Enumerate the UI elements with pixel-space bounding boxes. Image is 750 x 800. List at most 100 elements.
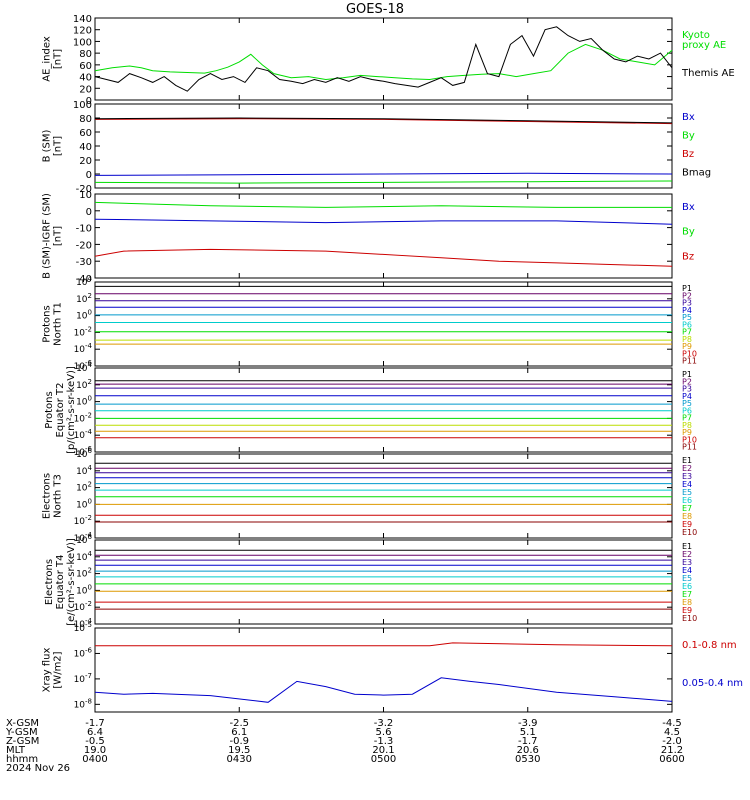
legend-4-4-0: P5 — [682, 399, 692, 408]
y-axis-label-2-1: [nT] — [53, 226, 64, 246]
footer-value-X-GSM-4: -4.5 — [662, 718, 682, 729]
footer-label-MLT: MLT — [6, 745, 26, 756]
y-axis-label-3-1: North T1 — [53, 302, 64, 346]
footer-value-MLT-0: 19.0 — [84, 745, 106, 756]
series-line-2-1 — [94, 201, 672, 208]
y-tick-label-2-0: -40 — [76, 274, 92, 285]
legend-6-0-0: E1 — [682, 542, 692, 551]
footer-value-Z-GSM-4: -2.0 — [662, 736, 682, 747]
series-line-1-2 — [94, 118, 673, 125]
legend-1-3-0: Bmag — [682, 168, 711, 179]
footer-value-Y-GSM-4: 4.5 — [664, 727, 680, 738]
legend-3-2-0: P3 — [682, 299, 692, 308]
y-axis-label-0-1: [nT] — [53, 49, 64, 69]
y-tick-label-1-2: 20 — [79, 156, 92, 167]
footer-value-hhmm-0: 0400 — [82, 754, 107, 765]
footer-value-Z-GSM-1: -0.9 — [229, 736, 249, 747]
y-tick-label-5-5: 10-4 — [74, 531, 93, 544]
y-tick-label-1-4: 60 — [79, 128, 92, 139]
y-tick-label-3-1: 102 — [76, 292, 92, 305]
y-tick-label-6-5: 10-4 — [74, 617, 93, 630]
legend-0-0-1: proxy AE — [682, 40, 726, 51]
y-tick-label-0-7: 140 — [73, 14, 92, 25]
footer-value-Z-GSM-0: -0.5 — [85, 736, 105, 747]
legend-0-0-0: Kyoto — [682, 30, 710, 41]
legend-4-3-0: P4 — [682, 392, 692, 401]
footer-label-Y-GSM: Y-GSM — [5, 727, 38, 738]
footer-value-Y-GSM-0: 6.4 — [87, 727, 103, 738]
y-tick-label-4-2: 100 — [76, 395, 92, 408]
y-tick-label-4-3: 10-2 — [74, 411, 92, 424]
legend-5-0-0: E1 — [682, 456, 692, 465]
footer-value-MLT-2: 20.1 — [372, 745, 394, 756]
footer-value-X-GSM-2: -3.2 — [374, 718, 394, 729]
legend-7-0-0: 0.1-0.8 nm — [682, 640, 737, 651]
legend-2-2-0: Bz — [682, 251, 694, 262]
legend-5-8-0: E9 — [682, 520, 692, 529]
footer-value-Y-GSM-2: 5.6 — [376, 727, 392, 738]
y-axis-label-0-0: AE_index — [42, 36, 53, 82]
legend-3-6-0: P7 — [682, 328, 692, 337]
y-tick-label-3-4: 10-4 — [74, 342, 93, 355]
footer-value-MLT-3: 20.6 — [517, 745, 539, 756]
y-tick-label-3-0: 104 — [76, 275, 92, 288]
y-tick-label-4-4: 10-4 — [74, 428, 93, 441]
y-tick-label-7-3: 10-8 — [74, 697, 92, 710]
y-tick-label-7-2: 10-7 — [74, 672, 92, 685]
y-tick-label-0-6: 120 — [73, 26, 92, 37]
y-tick-label-0-1: 20 — [79, 84, 92, 95]
y-tick-label-3-2: 100 — [76, 309, 92, 322]
y-tick-label-1-5: 80 — [79, 114, 92, 125]
y-axis-label-5-0: Electrons — [42, 473, 53, 519]
y-tick-label-3-5: 10-6 — [74, 359, 93, 372]
panel-frame-7 — [94, 627, 673, 713]
y-axis-label-4-2: [p/(cm²-s-sr-keV)] — [66, 366, 77, 454]
y-axis-label-6-2: [e/(cm²-s-sr-keV)] — [66, 538, 77, 626]
legend-3-8-0: P9 — [682, 342, 692, 351]
y-axis-label-3-0: Protons — [42, 305, 53, 342]
footer-value-hhmm-1: 0430 — [227, 754, 252, 765]
y-tick-label-2-5: 10 — [79, 190, 92, 201]
legend-1-2-0: Bz — [682, 149, 694, 160]
series-line-2-0 — [94, 218, 673, 225]
footer-value-hhmm-3: 0530 — [515, 754, 540, 765]
footer-value-hhmm-2: 0500 — [371, 754, 396, 765]
y-tick-label-2-1: -30 — [76, 257, 92, 268]
legend-6-5-0: E6 — [682, 582, 692, 591]
y-tick-label-6-4: 10-2 — [74, 600, 92, 613]
y-tick-label-2-4: 0 — [86, 207, 92, 218]
y-tick-label-7-1: 10-6 — [74, 646, 93, 659]
y-axis-label-4-0: Protons — [44, 391, 55, 428]
y-axis-label-6-0: Electrons — [44, 559, 55, 605]
legend-3-4-0: P5 — [682, 313, 692, 322]
legend-1-1-0: By — [682, 131, 695, 142]
y-tick-label-7-0: 10-5 — [74, 621, 92, 634]
legend-4-2-0: P3 — [682, 385, 692, 394]
y-axis-label-4-1: Equator T2 — [55, 383, 66, 438]
footer-date: 2024 Nov 26 — [6, 763, 70, 774]
legend-6-1-0: E2 — [682, 550, 692, 559]
y-tick-label-0-5: 100 — [73, 37, 92, 48]
legend-2-1-0: By — [682, 227, 695, 238]
footer-value-X-GSM-3: -3.9 — [518, 718, 538, 729]
legend-3-5-0: P6 — [682, 320, 692, 329]
legend-4-7-0: P8 — [682, 421, 692, 430]
y-tick-label-2-2: -20 — [76, 240, 92, 251]
legend-4-1-0: P2 — [682, 377, 692, 386]
legend-5-2-0: E3 — [682, 472, 692, 481]
series-line-1-1 — [94, 180, 673, 184]
plot-title: GOES-18 — [345, 2, 404, 17]
series-line-0-0 — [94, 43, 673, 81]
legend-4-6-0: P7 — [682, 414, 692, 423]
footer-value-hhmm-4: 0600 — [659, 754, 684, 765]
legend-5-5-0: E6 — [682, 496, 692, 505]
series-line-1-0 — [94, 172, 673, 176]
y-tick-label-0-0: 0 — [86, 96, 92, 107]
footer-value-Y-GSM-1: 6.1 — [231, 727, 247, 738]
y-axis-label-5-1: North T3 — [53, 474, 64, 518]
y-tick-label-1-0: -20 — [76, 184, 92, 195]
legend-5-7-0: E8 — [682, 512, 692, 521]
y-tick-label-0-3: 60 — [79, 61, 92, 72]
footer-value-Z-GSM-3: -1.7 — [518, 736, 538, 747]
